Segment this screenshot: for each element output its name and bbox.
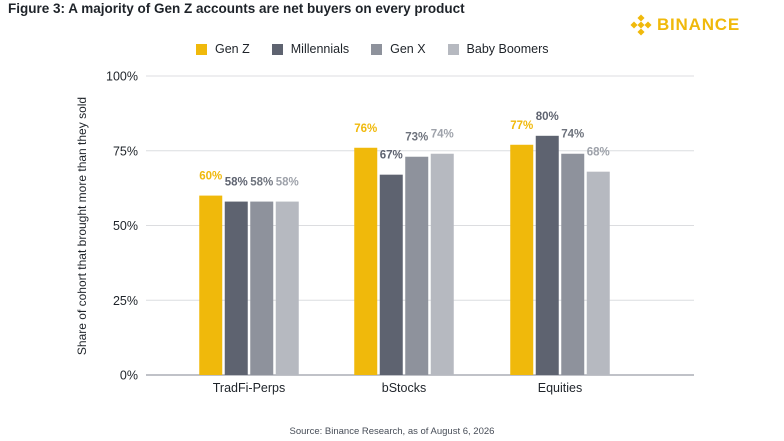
y-tick-label: 25% — [113, 294, 138, 308]
figure-title: Figure 3: A majority of Gen Z accounts a… — [8, 1, 465, 16]
legend-swatch — [447, 43, 459, 55]
legend-swatch — [196, 43, 207, 55]
y-tick-label: 0% — [120, 369, 138, 383]
chart-legend: Gen Z Millennials Gen X Baby Boomers — [196, 42, 571, 56]
legend-item: Baby Boomers — [447, 42, 549, 56]
binance-logo-text: BINANCE — [656, 15, 740, 34]
y-tick-label: 100% — [106, 70, 138, 84]
data-label: 58% — [250, 177, 273, 189]
source-note: Source: Binance Research, as of August 6… — [289, 426, 495, 437]
bar — [430, 153, 454, 375]
bar — [535, 135, 559, 375]
y-axis-label: Share of cohort that brought more than t… — [75, 97, 89, 355]
bar — [250, 201, 274, 375]
bar — [405, 156, 429, 375]
x-tick-label: Equities — [538, 381, 582, 395]
bar — [224, 201, 248, 375]
bar — [586, 171, 610, 375]
data-label: 80% — [536, 111, 559, 123]
bar — [379, 174, 403, 375]
x-tick-label: bStocks — [382, 381, 426, 395]
binance-diamond-icon — [630, 14, 652, 36]
data-label: 73% — [405, 132, 428, 144]
y-tick-label: 75% — [113, 144, 138, 158]
bar — [510, 144, 534, 375]
bar — [275, 201, 299, 375]
legend-swatch — [371, 43, 383, 55]
bar — [199, 195, 223, 375]
legend-item: Gen X — [371, 42, 426, 56]
data-label: 76% — [354, 123, 377, 135]
data-label: 68% — [587, 147, 610, 159]
data-label: 58% — [225, 177, 248, 189]
data-label: 77% — [510, 120, 533, 132]
bar — [354, 147, 378, 375]
y-tick-label: 50% — [113, 219, 138, 233]
data-label: 67% — [380, 150, 403, 162]
data-label: 58% — [276, 177, 299, 189]
legend-item: Millennials — [271, 42, 350, 56]
x-tick-label: TradFi-Perps — [213, 381, 285, 395]
legend-item: Gen Z — [196, 42, 250, 56]
legend-label: Millennials — [290, 42, 350, 56]
binance-logo: BINANCE — [630, 13, 740, 37]
legend-label: Gen Z — [215, 42, 250, 56]
bar — [561, 153, 585, 375]
legend-label: Baby Boomers — [466, 42, 549, 56]
data-label: 74% — [561, 129, 584, 141]
legend-swatch — [271, 43, 283, 55]
legend-label: Gen X — [390, 42, 426, 56]
data-label: 74% — [431, 129, 454, 141]
data-label: 60% — [199, 171, 222, 183]
